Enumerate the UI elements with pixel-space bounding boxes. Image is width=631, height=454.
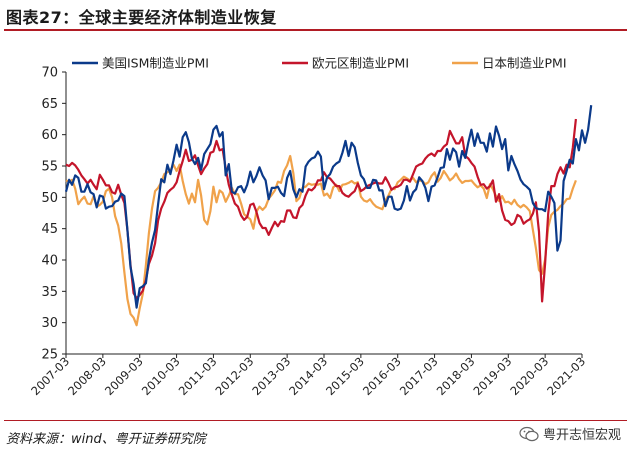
x-tick-label: 2014-03: [286, 354, 330, 398]
x-tick-label: 2012-03: [213, 354, 257, 398]
x-tick-label: 2021-03: [544, 354, 588, 398]
x-tick-label: 2013-03: [249, 354, 293, 398]
title-rule: [4, 29, 627, 31]
y-tick-label: 30: [41, 316, 58, 331]
y-tick-label: 50: [41, 191, 58, 206]
chart-axes: [65, 72, 582, 355]
source-note: 资料来源：wind、粤开证券研究院: [6, 432, 206, 447]
legend-label: 欧元区制造业PMI: [312, 56, 409, 71]
y-tick-label: 70: [41, 66, 58, 81]
x-tick-label: 2010-03: [139, 354, 183, 398]
series-line-eurozone: [65, 118, 577, 303]
y-tick-label: 60: [41, 128, 58, 143]
pmi-line-chart: 25 30 35 40 45 50 55 60 65 70 2007-032008-032009-…: [28, 56, 593, 398]
y-tick-label: 65: [41, 97, 58, 112]
x-tick-label: 2020-03: [507, 354, 551, 398]
x-tick-labels: 2007-032008-032009-032010-032011-032012-…: [28, 354, 588, 398]
series-line-us-ism: [64, 105, 593, 309]
series-lines: [64, 105, 593, 327]
legend-label: 日本制造业PMI: [482, 56, 567, 71]
legend: 美国ISM制造业PMI 欧元区制造业PMI 日本制造业PMI: [72, 56, 567, 71]
y-tick-labels: 25 30 35 40 45 50 55 60 65 70: [41, 66, 66, 363]
wechat-icon: [519, 426, 539, 441]
x-tick-label: 2018-03: [434, 354, 478, 398]
y-tick-label: 45: [41, 222, 58, 237]
x-tick-label: 2011-03: [176, 354, 220, 398]
y-tick-label: 40: [41, 254, 58, 269]
watermark-text: 粤开志恒宏观: [542, 428, 621, 443]
y-tick-label: 25: [41, 348, 58, 363]
legend-label: 美国ISM制造业PMI: [102, 56, 209, 71]
y-tick-label: 35: [41, 285, 58, 300]
x-tick-label: 2009-03: [102, 354, 146, 398]
figure-title: 图表27：全球主要经济体制造业恢复: [6, 8, 277, 27]
watermark: 粤开志恒宏观: [519, 424, 621, 443]
x-tick-label: 2019-03: [471, 354, 515, 398]
x-tick-label: 2017-03: [397, 354, 441, 398]
x-tick-label: 2015-03: [323, 354, 367, 398]
x-tick-label: 2016-03: [360, 354, 404, 398]
x-tick-label: 2008-03: [65, 354, 109, 398]
y-tick-label: 55: [41, 160, 58, 175]
footer-rule: [4, 420, 627, 421]
